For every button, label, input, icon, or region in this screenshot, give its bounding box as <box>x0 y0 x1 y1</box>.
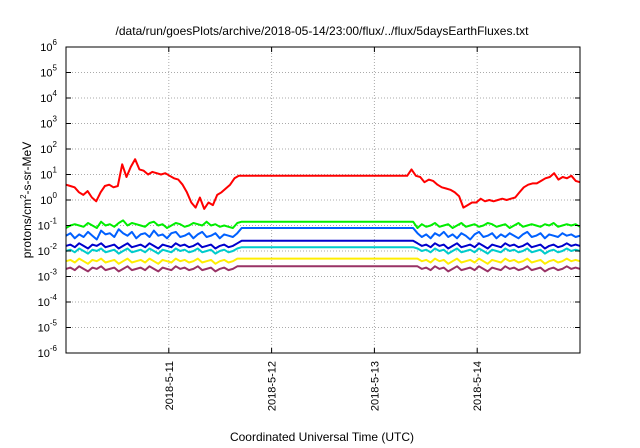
chart-title: /data/run/goesPlots/archive/2018-05-14/2… <box>116 24 530 38</box>
y-tick-label: 103 <box>40 115 57 131</box>
y-tick-label: 10-4 <box>38 293 58 309</box>
series-line-2 <box>65 219 581 229</box>
y-tick-label: 100 <box>40 191 57 207</box>
series-line-5 <box>65 246 581 255</box>
plot-frame <box>65 46 581 354</box>
x-tick-label: 2018-5-14 <box>472 361 484 411</box>
grid-lines <box>66 47 580 353</box>
x-tick-label: 2018-5-13 <box>369 361 381 411</box>
x-axis: 2018-5-11 2018-5-12 2018-5-13 2018-5-14 <box>164 47 484 411</box>
y-axis-title-rest: -s-sr-MeV <box>20 142 34 195</box>
x-tick-label: 2018-5-12 <box>267 361 279 411</box>
series-line-1 <box>65 158 581 210</box>
x-axis-title: Coordinated Universal Time (UTC) <box>230 430 414 444</box>
y-tick-label: 102 <box>40 140 57 156</box>
y-axis-title: protons/cm2-s-sr-MeV <box>19 142 34 258</box>
y-tick-label: 10-5 <box>38 319 58 335</box>
x-tick-label: 2018-5-11 <box>164 361 176 410</box>
series-line-3 <box>65 227 581 241</box>
y-tick-label: 105 <box>40 64 57 80</box>
y-tick-label: 10-6 <box>38 344 58 360</box>
y-tick-label: 10-3 <box>38 268 58 284</box>
series-layer <box>65 158 581 273</box>
series-line-7 <box>65 265 581 273</box>
y-tick-label: 10-2 <box>38 242 58 258</box>
y-axis-title-superscript: 2 <box>19 194 28 199</box>
series-line-6 <box>65 257 581 265</box>
y-axis: 10-6 10-5 10-4 10-3 10-2 10-1 100 101 102 103 104 1… <box>38 38 580 360</box>
y-tick-label: 104 <box>40 89 57 105</box>
series-line-4 <box>65 239 581 250</box>
y-tick-label: 101 <box>40 166 57 182</box>
y-tick-label: 10-1 <box>38 217 58 233</box>
y-tick-label: 106 <box>40 38 57 54</box>
y-axis-title-main: protons/cm <box>20 199 34 258</box>
